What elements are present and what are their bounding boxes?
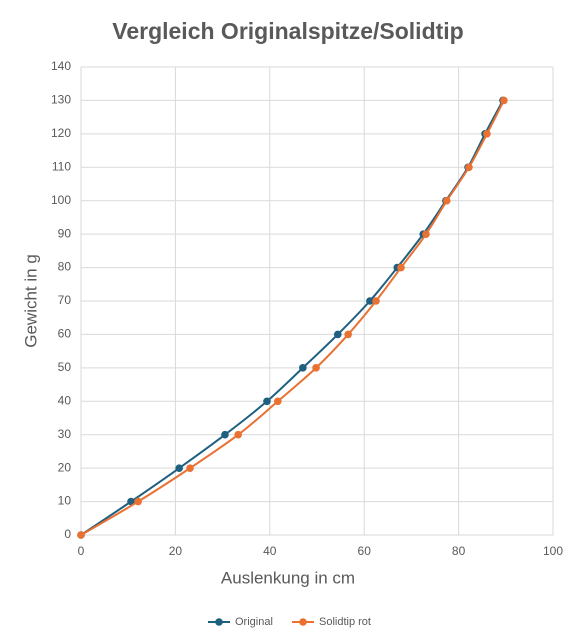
y-tick-label: 90: [58, 226, 72, 240]
x-tick-label: 20: [169, 544, 183, 558]
data-point: [397, 263, 405, 272]
y-tick-label: 60: [58, 327, 72, 341]
x-tick-label: 40: [263, 544, 277, 558]
y-tick-label: 50: [58, 360, 72, 374]
x-tick-label: 100: [543, 544, 563, 558]
data-point: [175, 464, 183, 472]
data-point: [127, 497, 135, 506]
series-line: [80, 99, 505, 536]
y-tick-label: 100: [51, 193, 71, 207]
y-tick-label: 130: [51, 93, 71, 107]
data-point: [186, 464, 194, 472]
data-point: [422, 230, 430, 238]
legend-marker: [215, 618, 223, 626]
series-line: [80, 99, 504, 536]
data-point: [134, 497, 142, 506]
y-tick-label: 10: [58, 494, 72, 508]
y-tick-label: 20: [58, 460, 72, 474]
x-tick-label: 0: [78, 544, 85, 558]
y-tick-label: 0: [64, 527, 71, 541]
legend-marker: [299, 618, 307, 626]
data-point: [372, 297, 380, 305]
data-point: [366, 297, 374, 305]
data-point: [500, 96, 508, 105]
data-point: [221, 430, 229, 439]
data-point: [333, 330, 342, 339]
y-tick-label: 40: [58, 393, 72, 407]
legend-label: Original: [235, 616, 273, 628]
y-tick-label: 30: [58, 427, 72, 441]
x-axis-label: Auslenkung in cm: [221, 568, 355, 587]
y-tick-label: 110: [52, 159, 71, 173]
data-point: [263, 397, 271, 406]
data-point: [443, 196, 451, 205]
data-point: [483, 130, 491, 138]
y-tick-label: 80: [58, 260, 72, 274]
x-tick-label: 60: [358, 544, 372, 558]
data-point: [299, 364, 307, 372]
x-tick-label: 80: [452, 544, 466, 558]
data-point: [234, 430, 242, 439]
y-tick-label: 70: [58, 293, 72, 307]
data-point: [312, 364, 320, 372]
chart-title: Vergleich Originalspitze/Solidtip: [112, 18, 463, 44]
data-point: [344, 330, 352, 339]
y-tick-label: 120: [51, 126, 71, 140]
data-point: [77, 531, 85, 539]
y-axis-label: Gewicht in g: [21, 254, 40, 348]
legend-label: Solidtip rot: [319, 616, 371, 628]
data-point: [274, 397, 282, 406]
data-point: [465, 163, 473, 172]
y-tick-label: 140: [51, 59, 71, 73]
